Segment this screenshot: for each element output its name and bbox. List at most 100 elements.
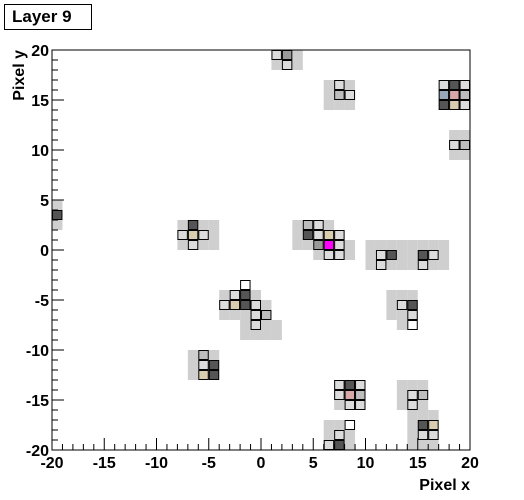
pixel-cell [438, 100, 450, 110]
shadow-cell [396, 320, 408, 330]
pixel-cell [407, 390, 418, 400]
pixel-cell [459, 140, 470, 150]
shadow-cell [428, 440, 439, 450]
shadow-cell [52, 220, 63, 230]
pixel-cell [250, 300, 262, 310]
chart-title: Layer 9 [4, 4, 92, 30]
pixel-cell [334, 80, 345, 90]
shadow-cell [386, 260, 397, 270]
shadow-cell [417, 380, 429, 390]
pixel-cell [344, 380, 356, 390]
shadow-cell [261, 330, 272, 340]
shadow-cell [396, 310, 408, 320]
pixel-cell [187, 240, 199, 250]
y-tick-label: -10 [26, 343, 49, 360]
shadow-cell [396, 240, 408, 250]
shadow-cell [386, 310, 397, 320]
pixel-cell [344, 400, 356, 410]
pixel-cell [187, 230, 199, 240]
shadow-cell [208, 230, 220, 240]
pixel-cell [240, 280, 251, 290]
shadow-cell [417, 410, 429, 420]
pixel-cell [229, 300, 241, 310]
pixel-cell [313, 230, 324, 240]
pixel-cell [407, 320, 418, 330]
pixel-cell [334, 250, 345, 260]
pixel-cell [407, 400, 418, 410]
shadow-cell [219, 290, 230, 300]
shadow-cell [428, 260, 439, 270]
shadow-cell [344, 440, 356, 450]
pixel-cell [375, 250, 387, 260]
pixel-cell [187, 220, 199, 230]
shadow-cell [334, 400, 345, 410]
y-tick-label: -20 [26, 443, 49, 460]
y-tick-label: -15 [26, 393, 49, 410]
x-tick-label: -15 [93, 455, 116, 472]
shadow-cell [396, 400, 408, 410]
pixel-cell [344, 390, 356, 400]
shadow-cell [187, 370, 199, 380]
pixel-cell [219, 300, 230, 310]
pixel-cell [240, 290, 251, 300]
shadow-cell [344, 240, 356, 250]
pixel-cell [417, 390, 429, 400]
y-tick-label: 20 [31, 43, 49, 60]
pixel-cell [449, 80, 460, 90]
shadow-cell [177, 240, 188, 250]
pixel-cell [323, 440, 335, 450]
x-tick-label: 5 [309, 455, 318, 472]
pixel-cell [198, 370, 209, 380]
pixel-cell [302, 230, 314, 240]
shadow-cell [365, 240, 376, 250]
shadow-cell [417, 440, 429, 450]
shadow-cell [386, 290, 397, 300]
pixel-cell [459, 80, 470, 90]
shadow-cell [323, 430, 335, 440]
pixel-cell [208, 370, 220, 380]
x-tick-label: -20 [40, 455, 63, 472]
shadow-cell [334, 100, 345, 110]
pixel-cell [313, 240, 324, 250]
shadow-cell [219, 310, 230, 320]
shadow-cell [396, 390, 408, 400]
y-tick-label: 10 [31, 143, 49, 160]
x-tick-label: 15 [409, 455, 427, 472]
shadow-cell [386, 240, 397, 250]
shadow-cell [177, 220, 188, 230]
shadow-cell [271, 60, 282, 70]
shadow-cell [271, 320, 282, 330]
pixel-cell [334, 240, 345, 250]
shadow-cell [313, 250, 324, 260]
pixel-cell [208, 360, 220, 370]
shadow-cell [365, 260, 376, 270]
y-tick-label: 5 [40, 193, 49, 210]
pixel-cell [344, 90, 356, 100]
shadow-cell [240, 320, 251, 330]
shadow-cell [198, 240, 209, 250]
shadow-cell [292, 240, 303, 250]
shadow-cell [438, 250, 450, 260]
pixel-cell [177, 230, 188, 240]
pixel-cell [407, 310, 418, 320]
pixel-cell [323, 250, 335, 260]
shadow-cell [386, 300, 397, 310]
pixel-layer [52, 50, 470, 450]
shadow-cell [449, 150, 460, 160]
pixel-cell [417, 260, 429, 270]
shadow-cell [187, 360, 199, 370]
axes-layer: -20 -15 -10 -5 0 5 10 15 20 -20 -15 -10 -5 0 5 10 15 20 [26, 43, 479, 472]
shadow-cell [407, 440, 418, 450]
x-tick-label: -5 [202, 455, 216, 472]
shadow-cell [229, 310, 241, 320]
shadow-cell [240, 330, 251, 340]
pixel-cell [334, 440, 345, 450]
shadow-cell [375, 240, 387, 250]
pixel-cell [302, 220, 314, 230]
shadow-cell [240, 310, 251, 320]
shadow-cell [396, 260, 408, 270]
shadow-cell [417, 400, 429, 410]
shadow-cell [407, 290, 418, 300]
pixel-cell [459, 100, 470, 110]
pixel-cell [438, 90, 450, 100]
